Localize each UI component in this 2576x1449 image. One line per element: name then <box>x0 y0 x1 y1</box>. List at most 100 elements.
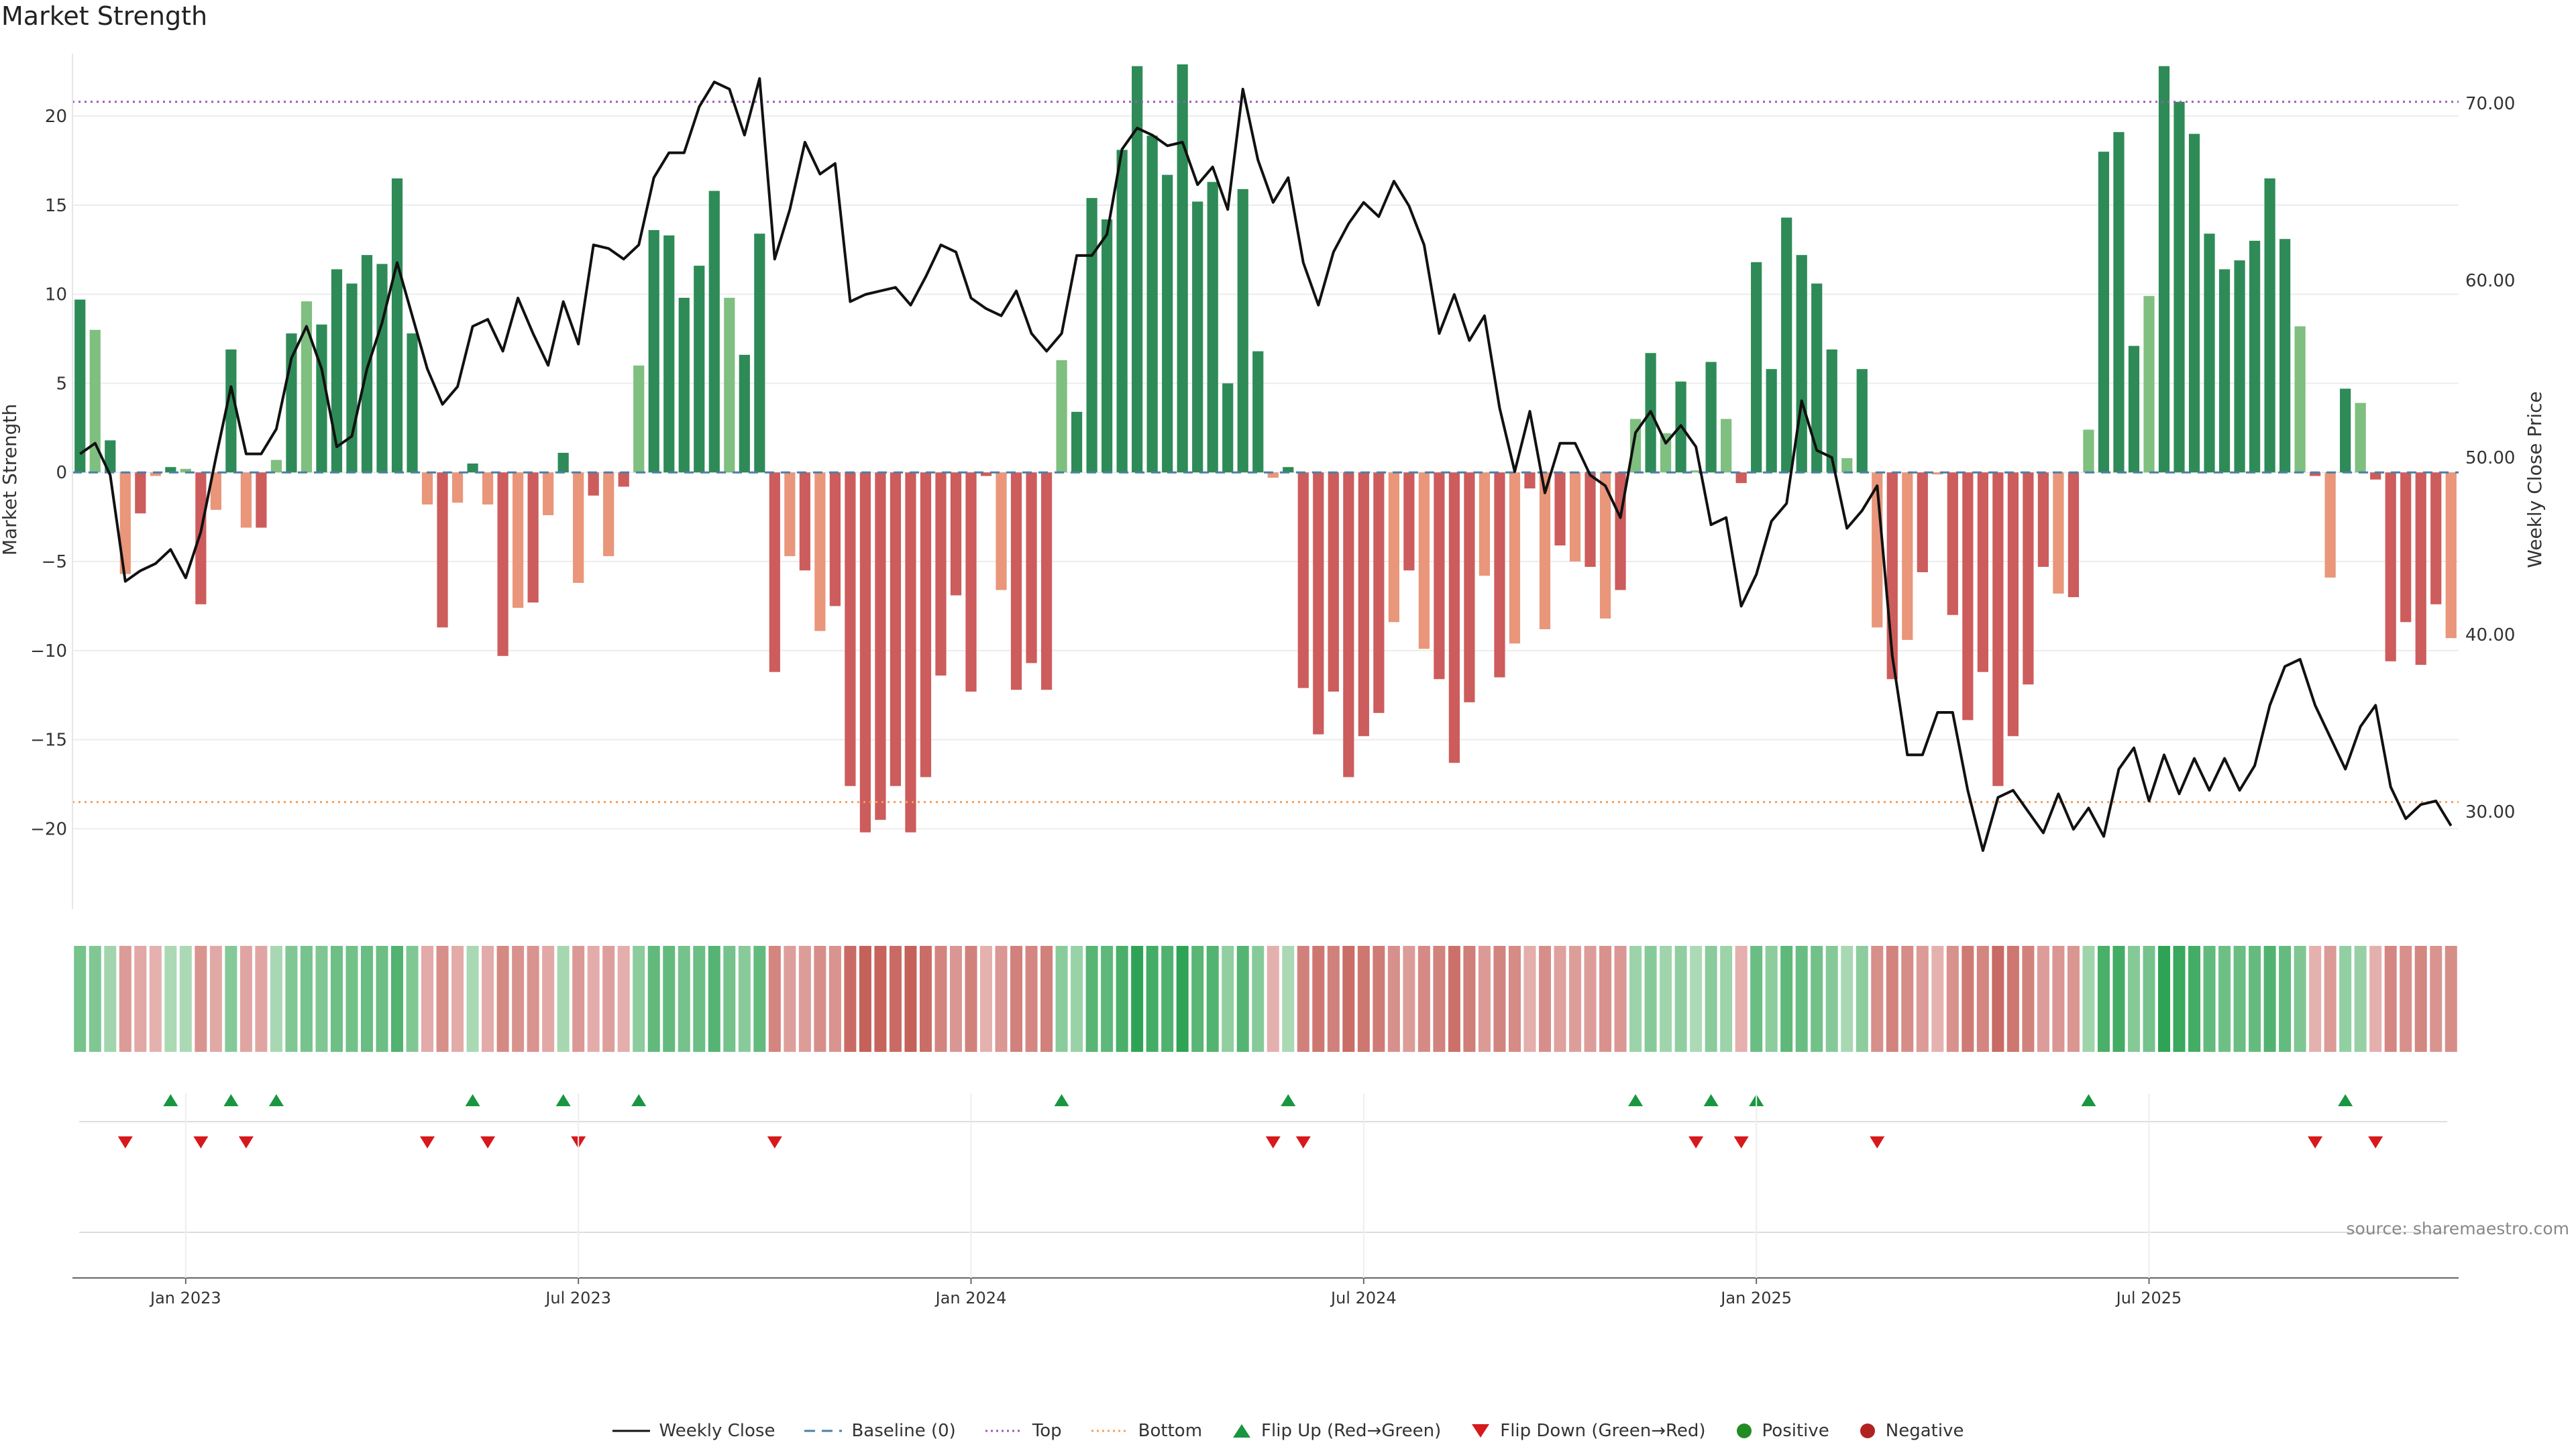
heatmap-cell <box>1976 946 1989 1052</box>
flip-up-marker <box>223 1094 239 1106</box>
strength-bar <box>1811 283 1823 473</box>
strength-bar <box>1071 411 1083 473</box>
strength-bar <box>376 264 388 473</box>
strength-bar <box>1464 472 1475 702</box>
heatmap-cell <box>1660 946 1672 1052</box>
legend-positive: Positive <box>1735 1421 1829 1441</box>
heatmap-cell <box>496 946 509 1052</box>
strength-bar <box>451 472 464 503</box>
y-axis-label: Market Strength <box>0 404 21 555</box>
source-note: source: sharemaestro.com <box>2346 1219 2570 1238</box>
heatmap-cell <box>1055 946 1068 1052</box>
grid-layer <box>72 115 2459 830</box>
strength-bar <box>1146 136 1158 473</box>
heatmap-cell <box>2218 946 2231 1052</box>
flip-up-marker <box>1703 1094 1719 1106</box>
heatmap-cell <box>602 946 615 1052</box>
y-tick-label: −20 <box>30 819 67 839</box>
heatmap-cell <box>2052 946 2065 1052</box>
heatmap-cell <box>225 946 237 1052</box>
strength-bar <box>1237 189 1248 473</box>
heatmap-cell <box>436 946 449 1052</box>
heatmap-cell <box>1161 946 1174 1052</box>
strength-bar <box>557 453 569 473</box>
heatmap-cell <box>1357 946 1370 1052</box>
strength-bar <box>2083 429 2094 473</box>
x-tick-label: Jan 2023 <box>149 1289 221 1307</box>
strength-bar <box>2264 178 2275 473</box>
legend-top: Top <box>985 1421 1062 1441</box>
heatmap-cell <box>195 946 207 1052</box>
strength-bar <box>2445 472 2457 639</box>
heatmap-cell <box>1629 946 1642 1052</box>
heatmap-cell <box>285 946 298 1052</box>
flip-up-marker <box>268 1094 284 1106</box>
heatmap-cell <box>647 946 660 1052</box>
heatmap-cell <box>104 946 117 1052</box>
heatmap-cell <box>557 946 570 1052</box>
strength-bar <box>1932 472 1943 475</box>
heatmap-cell <box>1252 946 1265 1052</box>
weekly-close-line <box>79 77 2453 852</box>
y2-axis-label: Weekly Close Price <box>2524 391 2546 568</box>
heatmap-cell <box>209 946 222 1052</box>
heatmap-cell <box>2369 946 2382 1052</box>
flip-down-marker <box>767 1136 782 1148</box>
heatmap-cell <box>512 946 525 1052</box>
heatmap-cell <box>1478 946 1491 1052</box>
strength-bar <box>2415 472 2426 665</box>
strength-bar <box>407 333 418 473</box>
heatmap-cell <box>406 946 419 1052</box>
heatmap-cell <box>889 946 902 1052</box>
strength-bar <box>1388 472 1399 623</box>
strength-bar <box>1494 472 1505 678</box>
legend-flip-down: Flip Down (Green→Red) <box>1470 1421 1706 1441</box>
heatmap-cell <box>2157 946 2171 1052</box>
heatmap-cell <box>1040 946 1053 1052</box>
strength-bar <box>1947 472 1958 615</box>
heatmap-cell <box>798 946 811 1052</box>
heatmap-cell <box>2445 946 2457 1052</box>
heatmap-cell <box>482 946 494 1052</box>
heatmap-cell <box>828 946 841 1052</box>
heatmap-cell <box>1569 946 1582 1052</box>
strength-bar <box>437 472 448 628</box>
legend-label: Baseline (0) <box>851 1421 956 1441</box>
strength-bar <box>1735 472 1747 484</box>
x-tick-label: Jul 2023 <box>544 1289 611 1307</box>
strength-bar <box>769 472 780 672</box>
heatmap-cell <box>1871 946 1884 1052</box>
heatmap-cell <box>1101 946 1114 1052</box>
strength-bar <box>1856 369 1868 473</box>
strength-bar <box>1222 383 1234 473</box>
strength-bar <box>1267 472 1279 478</box>
strength-bar <box>482 472 494 505</box>
strength-bar <box>180 468 191 473</box>
legend-label: Flip Up (Red→Green) <box>1261 1421 1442 1441</box>
heatmap-cell <box>451 946 464 1052</box>
heatmap-cell <box>874 946 887 1052</box>
heatmap-cell <box>2233 946 2246 1052</box>
strength-bar <box>1040 472 1053 690</box>
heatmap-cell <box>2430 946 2443 1052</box>
strength-bar <box>240 472 252 528</box>
heatmap-cell <box>1584 946 1597 1052</box>
strength-bar <box>391 178 403 473</box>
strength-bar <box>1313 472 1324 735</box>
x-tick-label: Jan 2025 <box>1719 1289 1792 1307</box>
strength-bar <box>1977 472 1988 672</box>
y-tick-label: 5 <box>56 374 67 394</box>
heatmap-cell <box>1690 946 1703 1052</box>
strength-bar <box>1781 217 1792 473</box>
strength-bar <box>2113 131 2125 473</box>
strength-bar <box>663 235 675 473</box>
heatmap-cell <box>1327 946 1340 1052</box>
heatmap-cell <box>74 946 87 1052</box>
heatmap-cell <box>663 946 676 1052</box>
heatmap-cell <box>1267 946 1279 1052</box>
strength-bar <box>316 324 327 473</box>
flip-up-marker <box>631 1094 647 1106</box>
heatmap-cell <box>2203 946 2216 1052</box>
heatmap-cell <box>1010 946 1023 1052</box>
legend-weekly-close: Weekly Close <box>612 1421 775 1441</box>
